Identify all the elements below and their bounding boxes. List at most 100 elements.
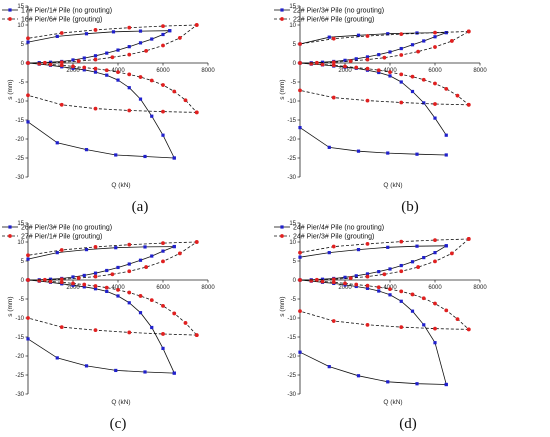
data-point xyxy=(93,284,98,288)
data-point xyxy=(26,36,30,41)
data-point xyxy=(143,154,147,159)
data-point xyxy=(143,245,147,249)
x-tick-label: 6000 xyxy=(428,285,442,291)
data-point xyxy=(138,29,143,33)
legend: 22# Pier/3# Pile (no grouting) 22# Pier/6… xyxy=(274,8,384,24)
y-tick-label: -30 xyxy=(287,392,296,398)
data-point xyxy=(410,260,415,264)
data-point xyxy=(150,114,154,118)
data-point xyxy=(327,251,331,255)
data-point xyxy=(415,382,419,386)
legend-label: 16# Pier/6# Pile (grouting) xyxy=(21,17,102,24)
x-tick-label: 6000 xyxy=(156,68,170,74)
data-point xyxy=(466,327,471,332)
data-point xyxy=(161,241,165,246)
data-point xyxy=(161,83,165,87)
data-point xyxy=(127,301,131,305)
series-line-reunloading xyxy=(27,241,197,256)
data-point xyxy=(298,350,302,354)
data-point xyxy=(71,275,75,279)
data-point xyxy=(59,280,64,285)
legend: 24# Pier/4# Pile (no grouting) 24# Pier/3… xyxy=(274,225,384,241)
data-point xyxy=(55,356,59,360)
series-line-unloading xyxy=(27,338,175,374)
series-line-unloading xyxy=(27,94,197,113)
chart-panel-1: -30-25-20-15-10-50510152000400060008000Q… xyxy=(2,4,215,215)
legend: 17# Pier/1# Pile (no grouting) 16# Pier/6… xyxy=(2,8,112,24)
data-point xyxy=(331,280,336,285)
data-point xyxy=(42,60,47,65)
y-tick-label: 5 xyxy=(293,42,297,48)
data-point xyxy=(388,293,392,297)
y-tick-label: -5 xyxy=(291,80,297,86)
data-point xyxy=(26,93,30,98)
data-point xyxy=(84,32,89,36)
data-point xyxy=(365,242,370,246)
data-point xyxy=(356,149,361,153)
data-point xyxy=(127,108,132,113)
data-point xyxy=(55,251,59,255)
data-point xyxy=(114,246,118,250)
data-point xyxy=(93,70,98,74)
data-point xyxy=(59,63,64,68)
series-line-reunloading xyxy=(299,245,447,258)
data-point xyxy=(104,68,109,73)
legend-label: 22# Pier/6# Pile (grouting) xyxy=(293,17,374,24)
data-point xyxy=(82,56,86,60)
data-point xyxy=(399,299,403,303)
data-point xyxy=(354,274,358,278)
data-point xyxy=(356,248,361,252)
data-point xyxy=(143,370,147,374)
data-point xyxy=(388,267,392,271)
data-point xyxy=(127,242,132,247)
data-point xyxy=(172,244,176,249)
y-tick-label: 5 xyxy=(21,259,25,265)
data-point xyxy=(422,255,426,260)
data-point xyxy=(104,285,109,290)
data-point xyxy=(93,245,98,249)
data-point xyxy=(150,325,154,330)
data-point xyxy=(433,102,437,106)
data-point xyxy=(455,317,460,322)
x-tick-label: 8000 xyxy=(473,68,487,74)
data-point xyxy=(433,326,437,331)
legend-label: 27# Pier/1# Pile (grouting) xyxy=(21,234,102,241)
y-tick-label: -25 xyxy=(15,156,24,162)
series-line-unloading xyxy=(299,310,469,330)
data-point xyxy=(386,245,390,249)
data-point xyxy=(343,64,347,69)
data-point xyxy=(365,322,370,327)
data-point xyxy=(116,287,120,292)
data-point xyxy=(105,268,109,273)
data-point xyxy=(331,95,336,100)
data-point xyxy=(149,298,154,303)
data-point xyxy=(93,328,98,333)
x-tick-label: 6000 xyxy=(156,285,170,291)
data-point xyxy=(161,346,165,350)
y-tick-label: -15 xyxy=(15,118,24,124)
data-point xyxy=(354,282,359,287)
data-point xyxy=(59,248,64,252)
x-axis-label: Q (kN) xyxy=(383,399,402,406)
data-point xyxy=(59,277,64,282)
y-tick-label: -30 xyxy=(15,175,24,181)
x-tick-label: 2000 xyxy=(66,285,80,291)
data-point xyxy=(161,32,165,37)
data-point xyxy=(298,250,302,255)
data-point xyxy=(377,270,381,274)
x-axis-label: Q (kN) xyxy=(111,399,130,406)
data-point xyxy=(82,285,86,289)
data-point xyxy=(388,287,392,292)
y-tick-label: -5 xyxy=(19,297,25,303)
series-line-loading xyxy=(27,62,175,159)
data-point xyxy=(138,294,143,298)
data-point xyxy=(127,269,132,274)
data-point xyxy=(365,274,370,279)
data-point xyxy=(399,263,403,268)
data-point xyxy=(110,272,115,277)
data-point xyxy=(376,68,381,73)
data-point xyxy=(377,53,381,57)
data-point xyxy=(149,78,154,83)
legend-marker xyxy=(8,225,12,229)
data-point xyxy=(365,283,370,288)
